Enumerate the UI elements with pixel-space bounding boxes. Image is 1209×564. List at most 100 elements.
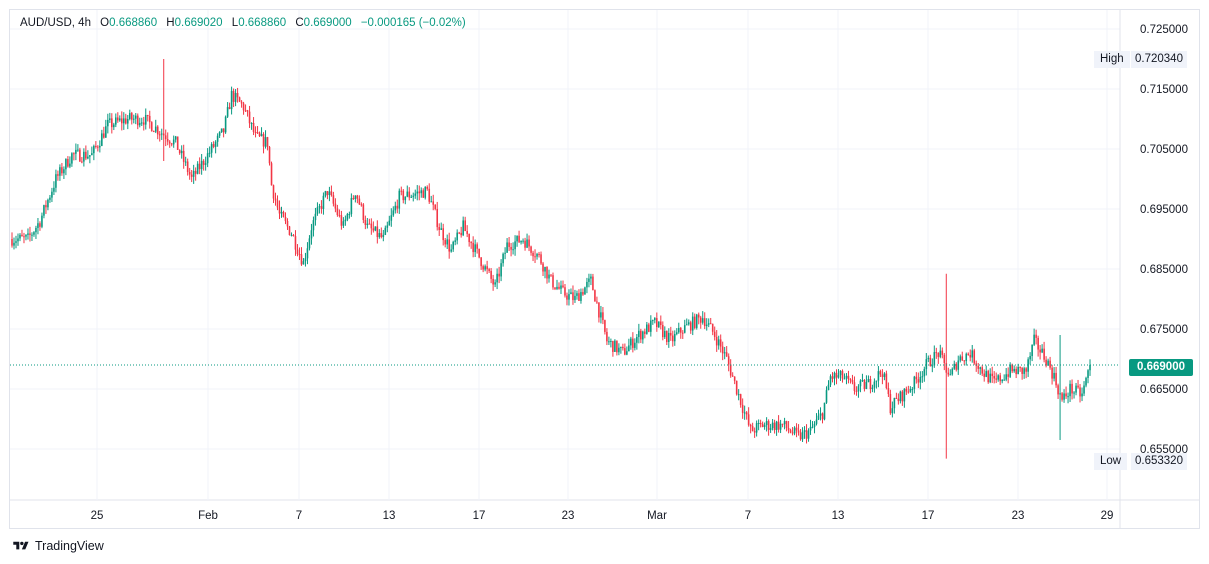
candle xyxy=(528,235,530,252)
candle xyxy=(1019,366,1021,372)
candle xyxy=(1039,344,1041,360)
candle xyxy=(416,185,419,201)
candle xyxy=(428,183,431,204)
candle xyxy=(302,258,305,265)
candle xyxy=(883,372,886,381)
candle xyxy=(540,251,542,265)
chart-frame[interactable] xyxy=(9,9,1200,529)
candle xyxy=(65,158,67,176)
candle xyxy=(236,87,239,103)
candle xyxy=(783,417,786,430)
candle xyxy=(749,423,752,434)
candle xyxy=(13,237,15,250)
candle xyxy=(117,112,119,123)
candle xyxy=(194,167,197,181)
time-tick-label: 29 xyxy=(1101,510,1114,522)
candle xyxy=(376,220,379,244)
candle xyxy=(17,233,19,246)
candle xyxy=(727,353,730,372)
candle xyxy=(336,204,339,217)
symbol-label[interactable]: AUD/USD xyxy=(20,17,72,29)
candle xyxy=(1041,344,1043,354)
candle xyxy=(919,371,922,390)
branding[interactable]: TradingView xyxy=(11,539,104,553)
candle xyxy=(993,371,995,384)
candle xyxy=(677,322,680,334)
candle xyxy=(504,247,506,260)
price-tick-label: 0.665000 xyxy=(1140,384,1188,396)
candle xyxy=(967,352,970,356)
candle xyxy=(354,195,357,203)
candle xyxy=(620,346,622,354)
candle xyxy=(618,343,620,356)
candle xyxy=(466,225,468,238)
candle xyxy=(344,215,347,226)
candle xyxy=(290,232,293,237)
candle xyxy=(983,369,986,382)
candle xyxy=(931,358,934,373)
candle xyxy=(891,401,894,418)
candle xyxy=(785,420,788,432)
candle xyxy=(763,422,766,430)
last-price-tag: 0.669000 xyxy=(1129,359,1193,376)
candle xyxy=(652,319,654,325)
candle xyxy=(693,313,696,330)
time-tick-label: 23 xyxy=(562,510,575,522)
candle xyxy=(867,375,870,383)
candle xyxy=(480,257,482,270)
candle xyxy=(184,156,187,166)
candle xyxy=(644,328,646,339)
candle xyxy=(334,198,337,213)
candle xyxy=(107,113,109,134)
candle xyxy=(356,194,359,204)
candle xyxy=(685,318,688,326)
candle xyxy=(15,235,17,249)
candle xyxy=(765,417,768,432)
candle xyxy=(871,384,874,393)
candle xyxy=(286,218,289,230)
candle xyxy=(795,423,798,438)
time-axis[interactable]: 25 Feb 7 13 17 23 Mar 7 13 17 23 29 xyxy=(91,510,1114,522)
candle xyxy=(771,419,774,431)
candle xyxy=(212,141,215,149)
candle xyxy=(530,245,532,256)
time-tick-label: 23 xyxy=(1012,510,1025,522)
candle xyxy=(192,164,195,184)
candle xyxy=(109,112,111,123)
candle xyxy=(701,311,704,325)
high-label: H xyxy=(166,17,175,29)
candle xyxy=(596,296,598,304)
candle xyxy=(234,89,237,107)
candle xyxy=(105,119,107,138)
candle xyxy=(640,328,642,344)
candle xyxy=(793,426,796,436)
candle xyxy=(566,292,568,306)
candle xyxy=(77,144,79,152)
candle xyxy=(310,223,313,245)
candle xyxy=(210,142,213,158)
candle xyxy=(488,267,490,273)
candle xyxy=(558,282,560,290)
candle xyxy=(865,375,868,390)
candle xyxy=(997,374,999,382)
candle xyxy=(819,407,822,421)
candle xyxy=(73,152,75,161)
time-tick-label: 13 xyxy=(832,510,845,522)
candle xyxy=(789,428,792,434)
price-axis[interactable]: 0.725000 0.715000 0.705000 0.695000 0.685000… xyxy=(1140,24,1188,456)
candle xyxy=(420,187,423,198)
candle xyxy=(538,251,540,258)
candle xyxy=(312,216,315,237)
candle xyxy=(679,326,682,339)
candle xyxy=(436,201,439,231)
candle xyxy=(424,186,427,200)
candle xyxy=(923,366,926,382)
candle xyxy=(1035,329,1037,345)
candle xyxy=(542,261,544,276)
candle xyxy=(346,212,349,222)
candle xyxy=(53,181,55,196)
candle xyxy=(624,343,626,356)
candle xyxy=(877,366,880,388)
interval-label[interactable]: 4h xyxy=(78,17,91,29)
